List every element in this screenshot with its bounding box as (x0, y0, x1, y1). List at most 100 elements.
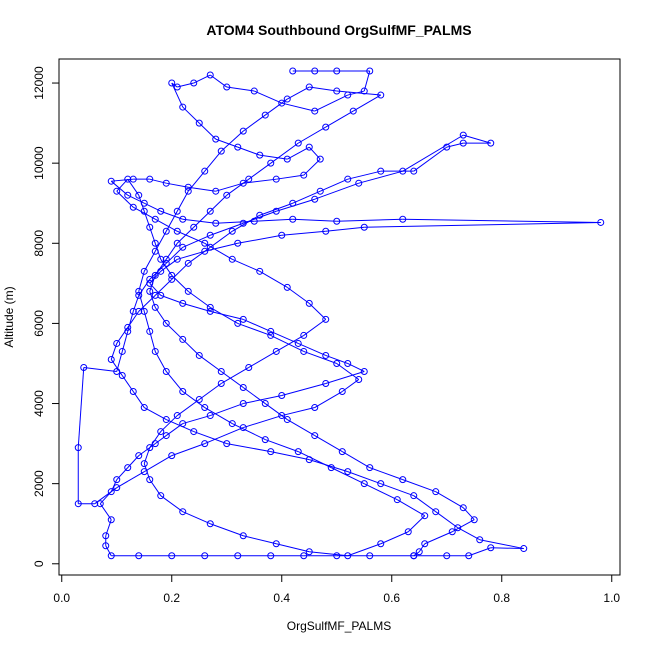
series-segment (154, 278, 173, 296)
data-point (377, 540, 385, 548)
data-point (206, 303, 214, 311)
data-point (272, 347, 280, 355)
data-point (283, 95, 291, 103)
data-point (173, 255, 181, 263)
data-point (135, 552, 143, 560)
data-point (322, 315, 330, 323)
series-segment (237, 146, 260, 156)
series-segment (287, 86, 310, 100)
data-point (250, 87, 258, 95)
data-point (239, 127, 247, 135)
series-segment (204, 407, 233, 424)
data-point (151, 239, 159, 247)
data-point (195, 119, 203, 127)
data-point (283, 283, 291, 291)
data-point (146, 175, 154, 183)
data-point (206, 412, 214, 420)
series-segment (347, 471, 381, 485)
data-point (327, 464, 335, 472)
data-point (140, 460, 148, 468)
series-segment (248, 351, 277, 368)
data-point (129, 307, 137, 315)
series-segment (154, 231, 167, 252)
series-segment (380, 483, 414, 497)
data-point (118, 371, 126, 379)
data-point (250, 217, 258, 225)
data-point (168, 271, 176, 279)
series-segment (243, 415, 282, 429)
data-point (118, 347, 126, 355)
series-segment (242, 114, 266, 132)
data-point (305, 83, 313, 91)
data-point (432, 508, 440, 516)
series-segment (402, 134, 464, 172)
data-point (135, 287, 143, 295)
data-point (168, 79, 176, 87)
data-point (234, 143, 242, 151)
x-tick-label: 0.0 (53, 591, 70, 605)
data-point (311, 195, 319, 203)
data-point (300, 552, 308, 560)
data-point (212, 219, 220, 227)
data-point (151, 347, 159, 355)
series-segment (242, 387, 266, 404)
data-point (129, 388, 137, 396)
data-point (140, 307, 148, 315)
data-point (311, 67, 319, 75)
series-segment (325, 371, 365, 384)
series-segment (176, 226, 195, 244)
series-segment (243, 535, 277, 545)
series-segment (336, 363, 360, 380)
y-tick-label: 8000 (32, 230, 46, 257)
data-point (162, 179, 170, 187)
series-segment (418, 543, 426, 553)
data-point (487, 139, 495, 147)
series-segment (215, 138, 238, 148)
series-segment (490, 547, 524, 550)
series-segment (188, 186, 216, 192)
data-point (267, 552, 275, 560)
data-point (360, 480, 368, 488)
series-segment (314, 435, 343, 453)
series-segment (160, 495, 184, 513)
data-point (333, 87, 341, 95)
data-point (173, 207, 181, 215)
series-segment (143, 251, 156, 272)
series-segment (325, 226, 365, 232)
series-segment (204, 150, 222, 172)
data-point (267, 159, 275, 167)
series-segment (292, 190, 321, 204)
data-point (102, 542, 110, 550)
y-tick-label: 2000 (32, 470, 46, 497)
data-point (201, 552, 209, 560)
series-segment (270, 334, 304, 352)
data-point (261, 400, 269, 408)
series-segment (209, 230, 233, 248)
data-point (239, 315, 247, 323)
data-point (333, 359, 341, 367)
data-point (107, 177, 115, 185)
data-point (344, 552, 352, 560)
series-segment (320, 178, 348, 192)
series-segment (259, 202, 293, 216)
series-segment (182, 106, 200, 124)
series-segment (358, 170, 403, 184)
chart-title: ATOM4 Southbound OrgSulfMF_PALMS (206, 22, 471, 38)
data-point (173, 239, 181, 247)
data-point (245, 175, 253, 183)
data-point (206, 520, 214, 528)
series-segment (220, 367, 250, 384)
series-segment (105, 545, 112, 557)
data-point (162, 416, 170, 424)
series-segment (226, 178, 250, 196)
series-segment (276, 174, 304, 180)
data-point (179, 103, 187, 111)
series-segment (341, 451, 371, 469)
data-point (162, 259, 170, 267)
data-point (140, 207, 148, 215)
data-point (267, 327, 275, 335)
data-point (239, 424, 247, 432)
series-segment (204, 242, 233, 260)
series-segment (176, 190, 189, 212)
